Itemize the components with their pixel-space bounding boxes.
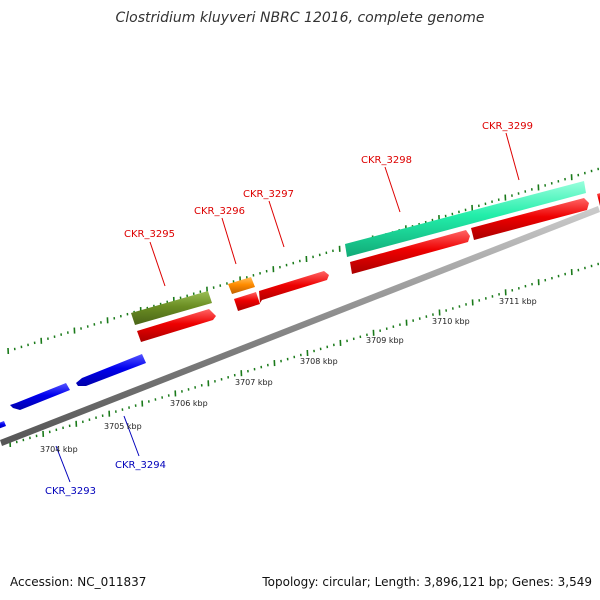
accession-text: Accession: NC_011837 (10, 575, 147, 589)
kbp-label: 3710 kbp (432, 317, 470, 326)
gene-ckr-3295[interactable] (137, 309, 216, 342)
gene-label-ckr-3293[interactable]: CKR_3293 (45, 486, 96, 497)
gene-label-ckr-3296[interactable]: CKR_3296 (194, 206, 245, 217)
gene-ckr-3297[interactable] (259, 271, 329, 303)
kbp-label: 3711 kbp (499, 297, 537, 306)
leader-ckr-3296 (221, 217, 237, 265)
kbp-label: 3707 kbp (235, 378, 273, 387)
lower-tick-track (9, 262, 600, 448)
gene-label-ckr-3297[interactable]: CKR_3297 (243, 189, 294, 200)
gene-ckr-3294[interactable] (76, 354, 146, 386)
kbp-label: 3708 kbp (300, 357, 338, 366)
leader-ckr-3294 (123, 415, 140, 457)
gene-label-ckr-3294[interactable]: CKR_3294 (115, 460, 166, 471)
gene-ckr-3299[interactable] (471, 198, 589, 240)
gene-label-layer: CKR_3293 CKR_3294 CKR_3295 CKR_3296 CKR_… (45, 121, 533, 497)
gene-label-ckr-3299[interactable]: CKR_3299 (482, 121, 533, 132)
scale-labels: 3704 kbp 3705 kbp 3706 kbp 3707 kbp 3708… (40, 297, 537, 454)
leader-ckr-3295 (149, 241, 166, 287)
gene-ckr-3295-olive[interactable] (131, 291, 212, 325)
gene-ckr-3296-orange[interactable] (228, 277, 255, 294)
leader-ckr-3293 (55, 445, 71, 483)
kbp-label: 3704 kbp (40, 445, 78, 454)
leader-ckr-3298 (384, 166, 401, 213)
map-title: Clostridium kluyveri NBRC 12016, complet… (115, 10, 485, 26)
gene-partial-right[interactable] (597, 192, 600, 206)
topology-summary: Topology: circular; Length: 3,896,121 bp… (262, 575, 592, 589)
gene-ckr-3299-aqua[interactable] (345, 181, 586, 257)
leader-ckr-3299 (505, 132, 520, 181)
kbp-label: 3709 kbp (366, 336, 404, 345)
leader-ckr-3297 (268, 200, 285, 248)
gene-partial-left[interactable] (0, 421, 6, 429)
gene-ckr-3296[interactable] (234, 292, 260, 311)
gene-features (0, 181, 600, 429)
genome-backbone (0, 206, 600, 446)
gene-label-ckr-3295[interactable]: CKR_3295 (124, 229, 175, 240)
label-leaders (55, 132, 520, 483)
gene-ckr-3293[interactable] (10, 383, 70, 410)
gene-ckr-3298[interactable] (350, 230, 470, 274)
gene-label-ckr-3298[interactable]: CKR_3298 (361, 155, 412, 166)
kbp-label: 3705 kbp (104, 422, 142, 431)
kbp-label: 3706 kbp (170, 399, 208, 408)
